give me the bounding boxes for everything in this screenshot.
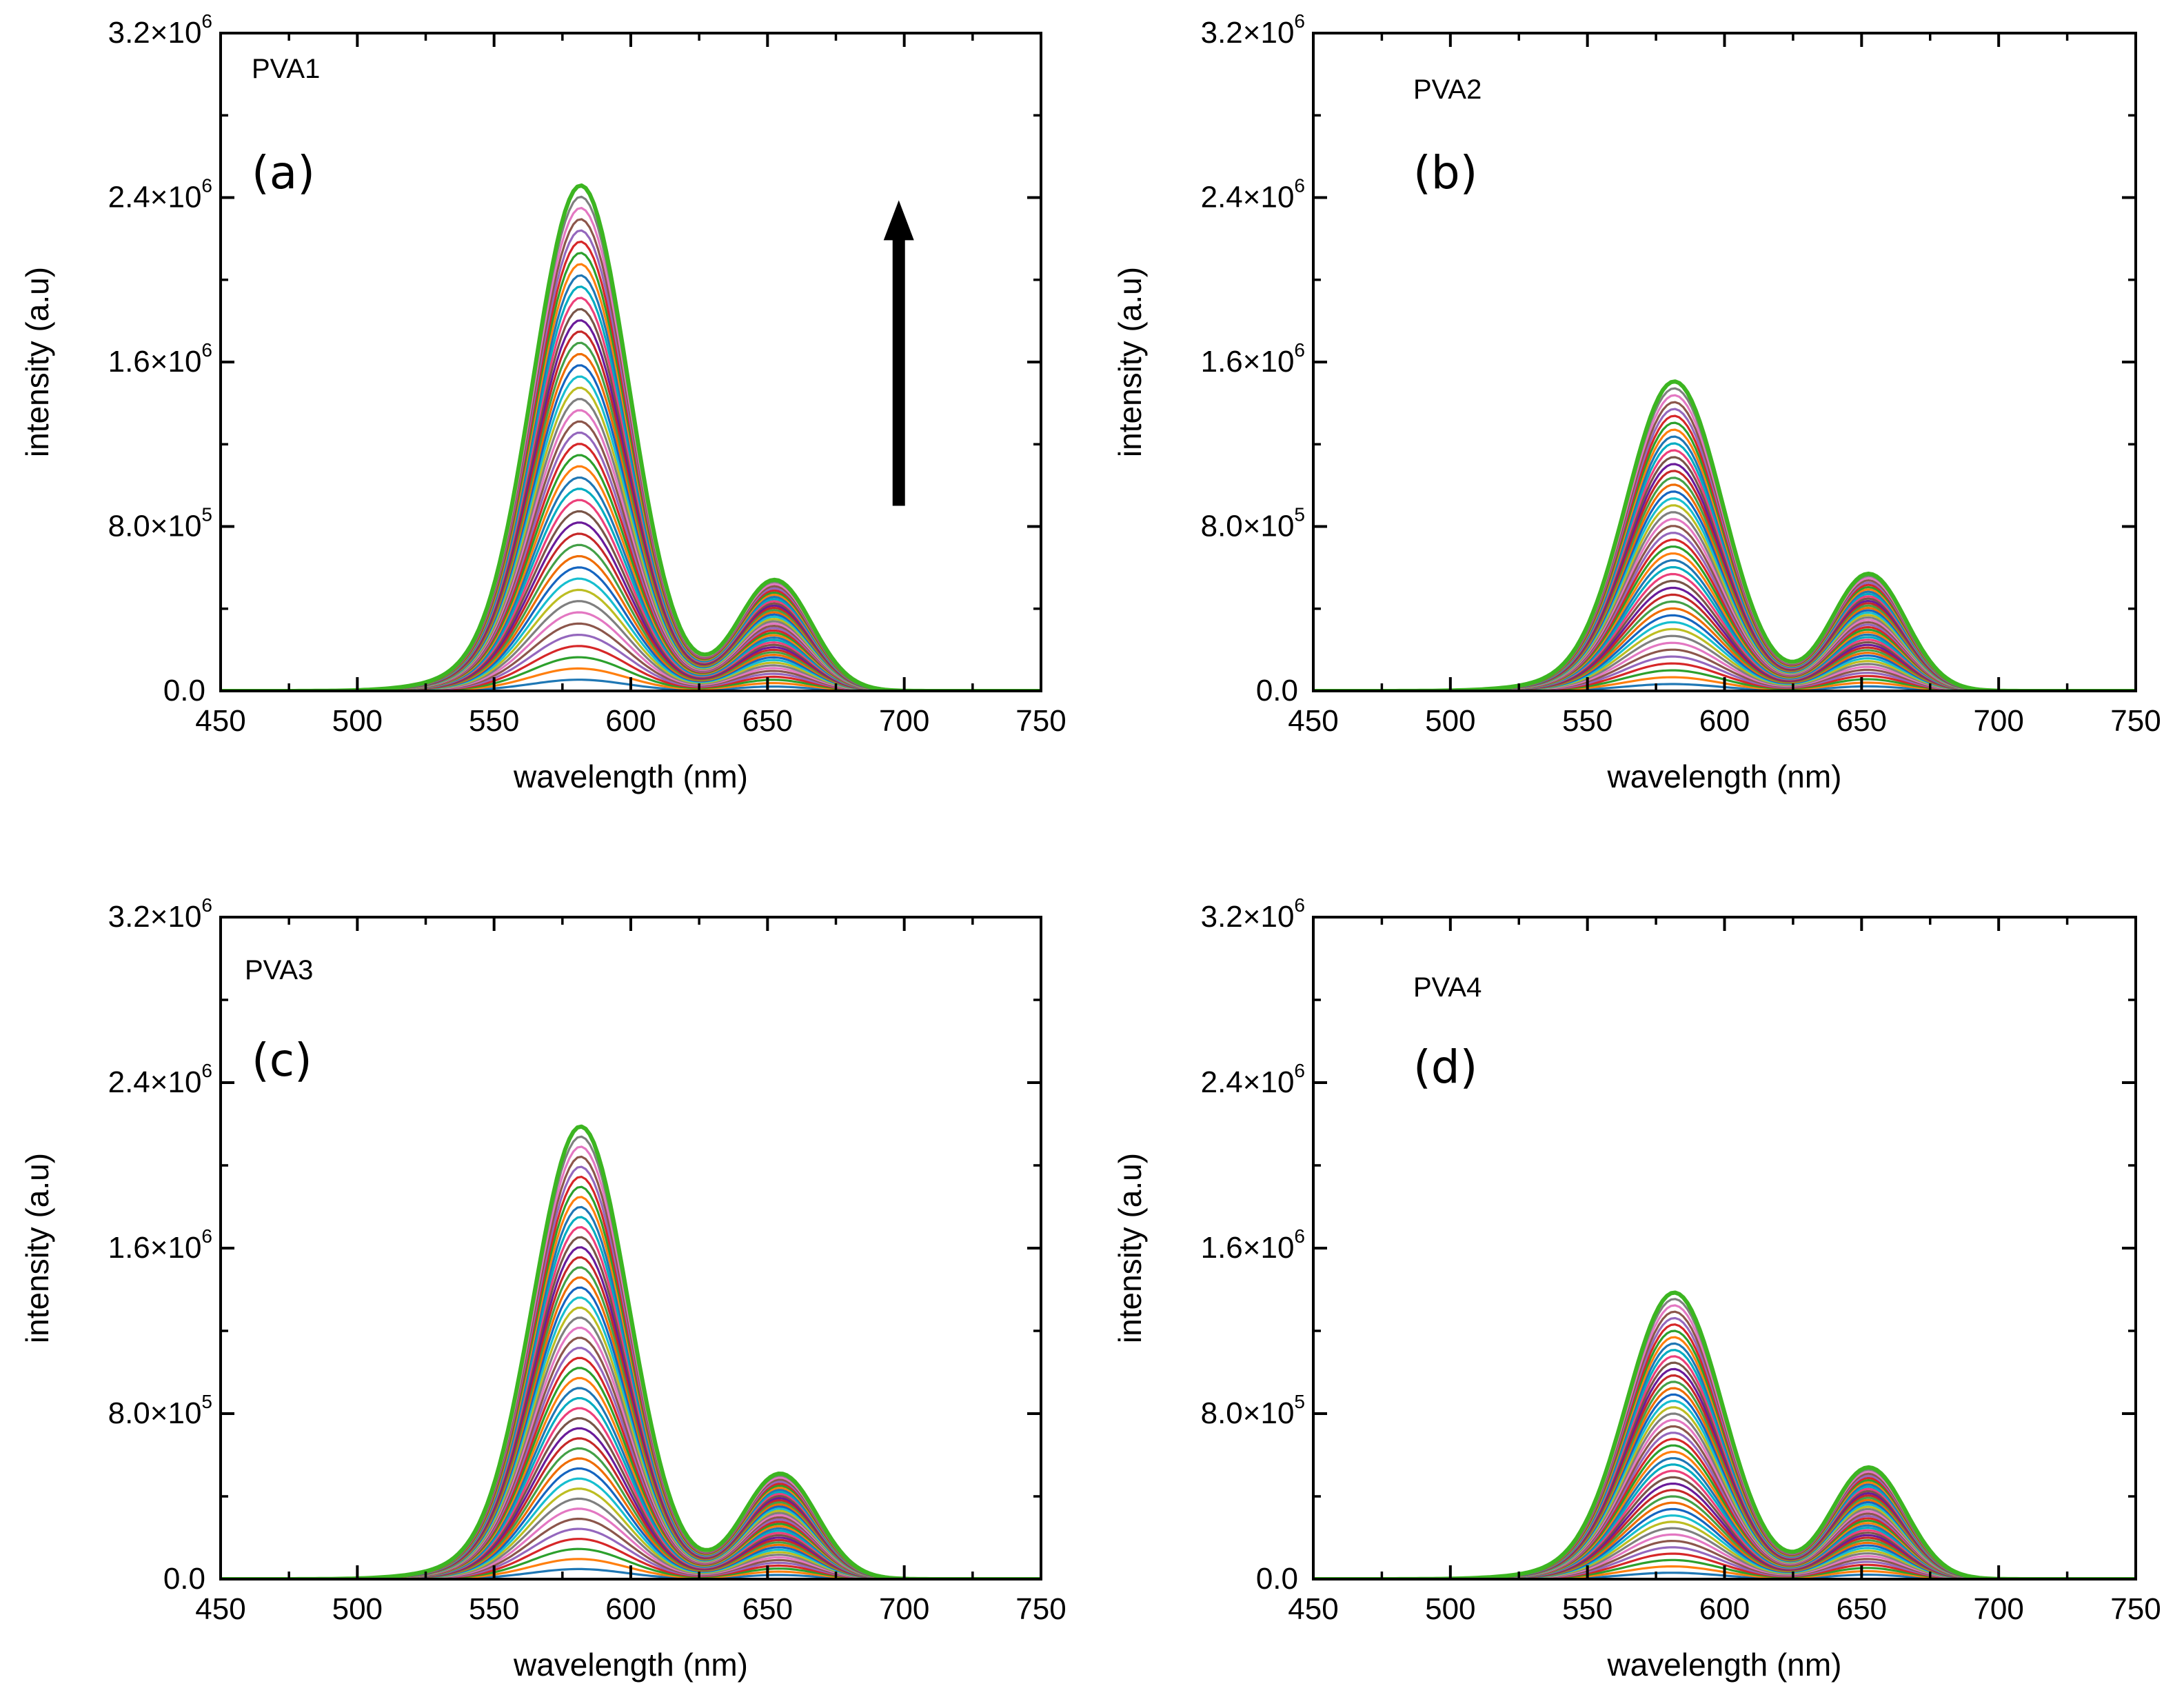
x-axis-title: wavelength (nm)	[1606, 759, 1841, 794]
y-tick-label: 0.0	[1256, 1562, 1298, 1596]
x-tick-label: 750	[2110, 1592, 2161, 1626]
x-tick-label: 700	[1973, 1592, 2023, 1626]
y-tick-label: 3.2×106	[1201, 894, 1305, 934]
x-tick-label: 450	[1288, 1592, 1338, 1626]
x-axis-title: wavelength (nm)	[513, 759, 748, 794]
y-tick-label: 8.0×105	[108, 1391, 212, 1430]
x-tick-label: 600	[1699, 704, 1750, 738]
y-tick-label: 1.6×106	[1201, 1225, 1305, 1265]
spectra-group	[1313, 1290, 2136, 1579]
x-tick-label: 550	[1562, 1592, 1612, 1626]
x-tick-label: 600	[1699, 1592, 1750, 1626]
x-tick-label: 600	[605, 704, 656, 738]
x-tick-label: 450	[195, 704, 245, 738]
plot-frame	[219, 916, 1042, 1580]
panel-label: (a)	[252, 146, 315, 199]
x-tick-label: 500	[332, 704, 383, 738]
x-tick-label: 550	[469, 704, 519, 738]
increase-arrow-head	[883, 200, 914, 241]
sample-label: PVA2	[1413, 74, 1482, 105]
y-tick-label: 3.2×106	[1201, 10, 1305, 50]
x-tick-label: 750	[2110, 704, 2161, 738]
chart-panel-pva2: 450 500 550 600 650 700 750 0.0 8.0×105 1.6×106 2.…	[1112, 10, 2161, 794]
x-tick-label: 500	[1425, 1592, 1475, 1626]
sample-label: PVA1	[252, 54, 320, 84]
spectra-group	[221, 1124, 1041, 1579]
y-tick-label: 2.4×106	[1201, 1060, 1305, 1099]
x-tick-label: 650	[1837, 704, 1887, 738]
y-tick-label: 0.0	[163, 674, 205, 708]
x-tick-label: 700	[1973, 704, 2023, 738]
x-tick-label: 550	[469, 1592, 519, 1626]
y-axis-title: intensity (a.u)	[19, 267, 55, 457]
y-axis-title: intensity (a.u)	[1112, 267, 1148, 457]
y-axis-title: intensity (a.u)	[1112, 1153, 1148, 1343]
chart-panel-pva4: 450 500 550 600 650 700 750 0.0 8.0×105 1.6×106 2.…	[1112, 894, 2161, 1683]
y-tick-label: 8.0×105	[1201, 1391, 1305, 1430]
spectra-group	[221, 183, 1041, 691]
x-tick-label: 700	[879, 704, 929, 738]
sample-label: PVA4	[1413, 972, 1482, 1003]
y-tick-label: 0.0	[163, 1562, 205, 1596]
chart-panel-pva3: 450 500 550 600 650 700 750 0.0 8.0×105 1.6×106 2.…	[19, 894, 1066, 1683]
x-tick-label: 450	[195, 1592, 245, 1626]
x-tick-label: 650	[1837, 1592, 1887, 1626]
chart-panel-pva1: 450 500 550 600 650 700 750 0.0 8.0×105 1.6×106 2.…	[19, 10, 1066, 794]
x-tick-label: 750	[1015, 704, 1066, 738]
x-tick-label: 650	[742, 704, 793, 738]
x-tick-label: 600	[605, 1592, 656, 1626]
y-tick-label: 3.2×106	[108, 894, 212, 934]
y-tick-label: 8.0×105	[1201, 504, 1305, 543]
y-tick-label: 3.2×106	[108, 10, 212, 50]
x-tick-label: 500	[332, 1592, 383, 1626]
y-tick-label: 2.4×106	[108, 175, 212, 214]
x-tick-label: 550	[1562, 704, 1612, 738]
y-tick-label: 1.6×106	[108, 339, 212, 379]
y-tick-label: 2.4×106	[108, 1060, 212, 1099]
panel-label: (b)	[1413, 146, 1477, 199]
x-axis-title: wavelength (nm)	[1606, 1647, 1841, 1683]
y-tick-label: 2.4×106	[1201, 175, 1305, 214]
y-axis-title: intensity (a.u)	[19, 1153, 55, 1343]
y-tick-label: 1.6×106	[108, 1225, 212, 1265]
x-tick-label: 500	[1425, 704, 1475, 738]
x-tick-label: 750	[1015, 1592, 1066, 1626]
x-tick-label: 700	[879, 1592, 929, 1626]
x-tick-label: 650	[742, 1592, 793, 1626]
y-tick-label: 8.0×105	[108, 504, 212, 543]
panel-label: (c)	[252, 1034, 312, 1087]
spectra-group	[1313, 379, 2136, 691]
x-axis-title: wavelength (nm)	[513, 1647, 748, 1683]
panel-label: (d)	[1413, 1041, 1477, 1094]
sample-label: PVA3	[245, 955, 313, 985]
y-tick-label: 1.6×106	[1201, 339, 1305, 379]
x-tick-label: 450	[1288, 704, 1338, 738]
y-tick-label: 0.0	[1256, 674, 1298, 708]
